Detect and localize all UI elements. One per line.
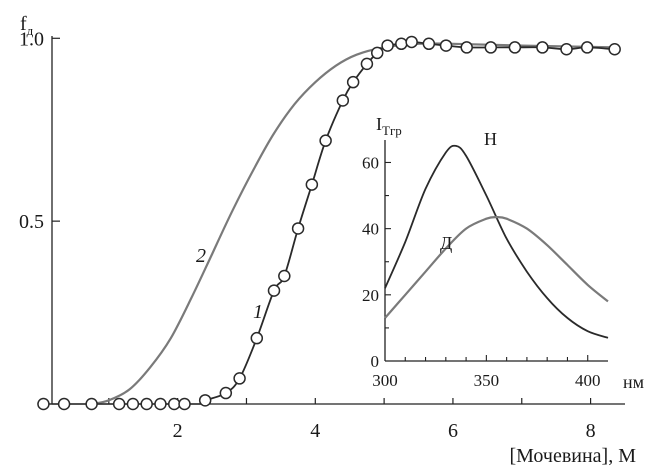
- inset-y-axis-label: IТгр: [376, 114, 402, 138]
- series-1-point: [508, 41, 522, 54]
- series-1-point: [278, 269, 291, 283]
- series-1-point: [405, 35, 418, 49]
- inset-y-tick-label: 40: [362, 220, 379, 239]
- curve-label-2: 2: [196, 245, 206, 267]
- series-1-point: [580, 41, 594, 54]
- inset-y-tick-label: 60: [362, 153, 379, 172]
- inset-background: [372, 132, 612, 374]
- series-1-point: [360, 57, 374, 71]
- inset-x-tick-label: 350: [474, 371, 500, 390]
- series-1-point: [250, 331, 264, 345]
- series-1-point: [381, 39, 394, 52]
- main-series: [37, 35, 621, 411]
- series-1-point: [422, 37, 436, 51]
- series-1-point: [439, 39, 453, 52]
- inset-axes: 300 350 400 0 20 40 60: [362, 140, 608, 390]
- series-1-point: [336, 94, 350, 107]
- series-1-point: [198, 394, 212, 407]
- x-axis-label: [Мочевина], М: [509, 445, 636, 467]
- series-1-point: [370, 46, 384, 60]
- series-1-point: [395, 37, 408, 51]
- series-1-point: [112, 397, 126, 411]
- series-1-point: [291, 222, 305, 235]
- series-1-point: [85, 397, 98, 411]
- x-tick-label: 6: [448, 420, 458, 442]
- series-1-point: [178, 397, 191, 411]
- inset-series-label-native: Н: [484, 129, 497, 149]
- series-1-point: [126, 397, 140, 411]
- curve-label-1: 1: [253, 301, 263, 323]
- inset-series-native-line: [384, 144, 609, 339]
- y-axis-label: fд: [20, 13, 34, 38]
- series-1-point: [267, 284, 281, 297]
- inset-series-label-denatured: Д: [440, 233, 452, 253]
- inset-series-denatured-line: [384, 215, 609, 319]
- series-1-point: [233, 372, 246, 385]
- series-1-point: [305, 178, 319, 191]
- series-1-point: [319, 134, 332, 147]
- inset-x-axis-label: нм: [623, 372, 644, 392]
- series-1-point: [536, 41, 549, 54]
- main-tick-marks: 2 4 6 8 0.5 1.0: [19, 28, 596, 442]
- series-1-point: [484, 41, 498, 54]
- x-tick-label: 4: [310, 420, 320, 442]
- inset-plot: 300 350 400 0 20 40 60 IТгр нм Н Д: [362, 114, 644, 392]
- series-1-point: [608, 43, 621, 56]
- inset-y-tick-label: 20: [362, 286, 379, 305]
- series-1-point: [346, 75, 360, 89]
- series-1-point: [460, 41, 473, 54]
- series-1-point: [57, 397, 71, 411]
- x-tick-label: 8: [586, 420, 596, 442]
- series-1-point: [219, 386, 233, 400]
- x-tick-label: 2: [173, 420, 183, 442]
- main-plot: 2 4 6 8 0.5 1.0 fд [Мочевина], М 2 1: [19, 13, 636, 467]
- inset-x-tick-label: 300: [372, 371, 398, 390]
- inset-y-tick-label: 0: [371, 352, 380, 371]
- inset-series: [384, 144, 609, 339]
- series-1-point: [167, 397, 181, 411]
- series-1-point: [140, 397, 153, 411]
- series-1-point: [37, 397, 50, 411]
- series-1-point: [154, 397, 167, 411]
- inset-x-tick-label: 400: [575, 371, 601, 390]
- y-tick-label: 1.0: [19, 28, 44, 50]
- y-tick-label: 0.5: [19, 211, 44, 233]
- series-1-point: [560, 43, 573, 56]
